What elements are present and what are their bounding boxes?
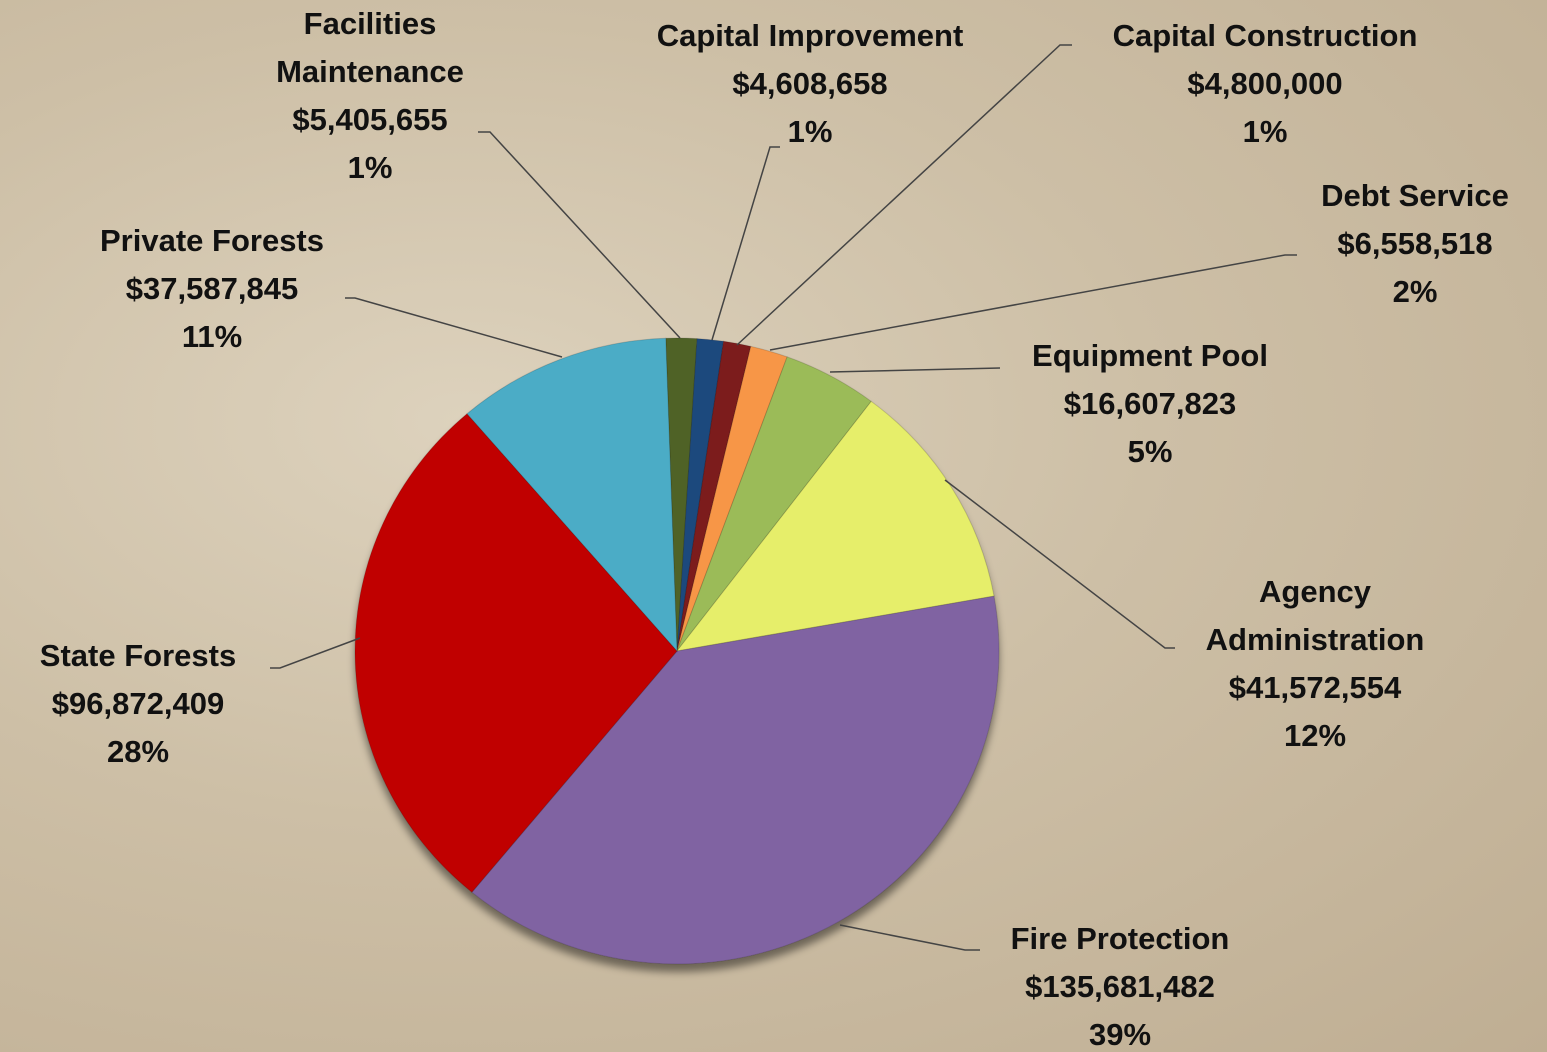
slice-label: Facilities Maintenance $5,405,655 1%: [245, 0, 495, 192]
value-label: $16,607,823: [1063, 386, 1237, 421]
category-label: Facilities Maintenance: [276, 6, 464, 89]
leader-line: [944, 479, 1175, 649]
category-label: Equipment Pool: [1032, 338, 1268, 373]
value-label: $37,587,845: [125, 271, 299, 306]
value-label: $6,558,518: [1337, 226, 1493, 261]
percent-label: 1%: [347, 150, 393, 185]
value-label: $4,608,658: [732, 66, 888, 101]
leader-lines: [270, 44, 1297, 951]
slice-label: Agency Administration $41,572,554 12%: [1165, 568, 1465, 760]
category-label: Capital Construction: [1112, 18, 1418, 53]
slice-label: Capital Construction $4,800,000 1%: [1055, 12, 1475, 156]
percent-label: 39%: [1088, 1017, 1152, 1052]
leader-line: [769, 254, 1297, 351]
percent-label: 28%: [106, 734, 170, 769]
slice-label: State Forests $96,872,409 28%: [0, 632, 288, 776]
leader-line: [270, 637, 361, 669]
slice-label: Capital Improvement $4,608,658 1%: [600, 12, 1020, 156]
category-label: Fire Protection: [1010, 921, 1230, 956]
percent-label: 11%: [181, 319, 243, 354]
category-label: Debt Service: [1321, 178, 1509, 213]
percent-label: 12%: [1283, 718, 1347, 753]
category-label: State Forests: [39, 638, 237, 673]
leader-line: [839, 924, 980, 951]
leader-line: [829, 367, 1001, 373]
percent-label: 2%: [1392, 274, 1438, 309]
slice-label: Fire Protection $135,681,482 39%: [960, 915, 1280, 1052]
leader-line: [711, 146, 780, 341]
leader-line: [345, 297, 563, 358]
percent-label: 1%: [787, 114, 833, 149]
percent-label: 5%: [1127, 434, 1173, 469]
leader-line: [736, 44, 1072, 346]
slice-label: Private Forests $37,587,845 11%: [52, 217, 372, 361]
category-label: Agency Administration: [1205, 574, 1425, 657]
value-label: $41,572,554: [1228, 670, 1402, 705]
pie-slice: [466, 337, 678, 653]
category-label: Capital Improvement: [656, 18, 964, 53]
category-label: Private Forests: [100, 223, 324, 258]
pie-slice: [675, 400, 995, 652]
pie-slice: [471, 595, 1000, 965]
value-label: $5,405,655: [292, 102, 448, 137]
value-label: $135,681,482: [1025, 969, 1215, 1004]
pie: [354, 337, 1000, 965]
percent-label: 1%: [1242, 114, 1288, 149]
leader-line: [478, 131, 681, 339]
value-label: $4,800,000: [1187, 66, 1343, 101]
slice-label: Debt Service $6,558,518 2%: [1265, 172, 1547, 316]
pie-slice: [354, 412, 678, 893]
slice-label: Equipment Pool $16,607,823 5%: [980, 332, 1320, 476]
value-label: $96,872,409: [51, 686, 225, 721]
